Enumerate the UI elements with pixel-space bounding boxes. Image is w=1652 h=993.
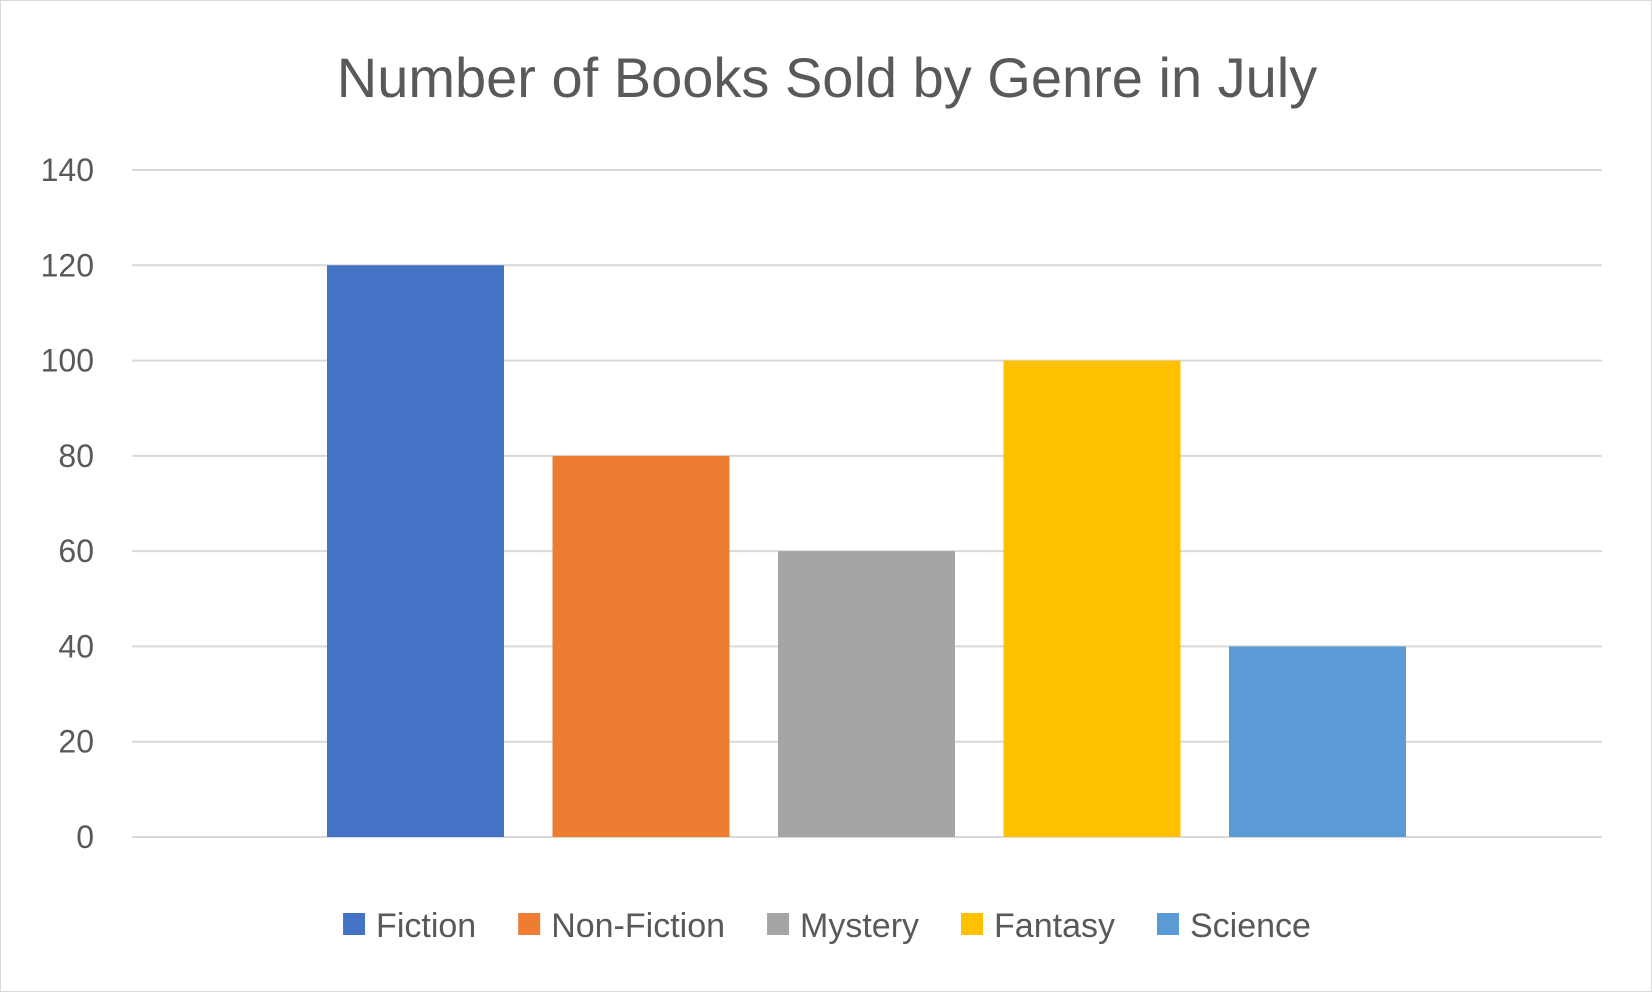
legend: Fiction Non-Fiction Mystery Fantasy Science — [343, 907, 1311, 945]
y-tick-label: 120 — [41, 247, 94, 283]
y-tick-label: 60 — [58, 533, 94, 569]
y-axis-ticks: 0 20 40 60 80 100 120 140 — [41, 152, 94, 855]
bar-fiction — [327, 265, 504, 837]
bar-science — [1229, 646, 1406, 837]
bars — [327, 265, 1406, 837]
legend-label-fiction: Fiction — [376, 907, 476, 945]
legend-label-non-fiction: Non-Fiction — [551, 907, 725, 945]
y-tick-label: 100 — [41, 343, 94, 379]
bar-mystery — [778, 551, 955, 837]
y-tick-label: 40 — [58, 628, 94, 664]
chart-title: Number of Books Sold by Genre in July — [337, 46, 1317, 109]
y-tick-label: 80 — [58, 438, 94, 474]
legend-swatch-science — [1156, 913, 1179, 935]
legend-swatch-mystery — [767, 913, 790, 935]
y-tick-label: 20 — [58, 724, 94, 760]
bar-fantasy — [1003, 360, 1181, 837]
legend-label-fantasy: Fantasy — [994, 907, 1115, 945]
legend-swatch-non-fiction — [518, 913, 541, 935]
y-tick-label: 0 — [76, 819, 94, 855]
bar-non-fiction — [552, 455, 730, 837]
legend-swatch-fiction — [343, 913, 366, 935]
legend-swatch-fantasy — [961, 913, 984, 935]
legend-label-mystery: Mystery — [800, 907, 919, 945]
y-tick-label: 140 — [41, 152, 94, 188]
legend-label-science: Science — [1190, 907, 1311, 945]
